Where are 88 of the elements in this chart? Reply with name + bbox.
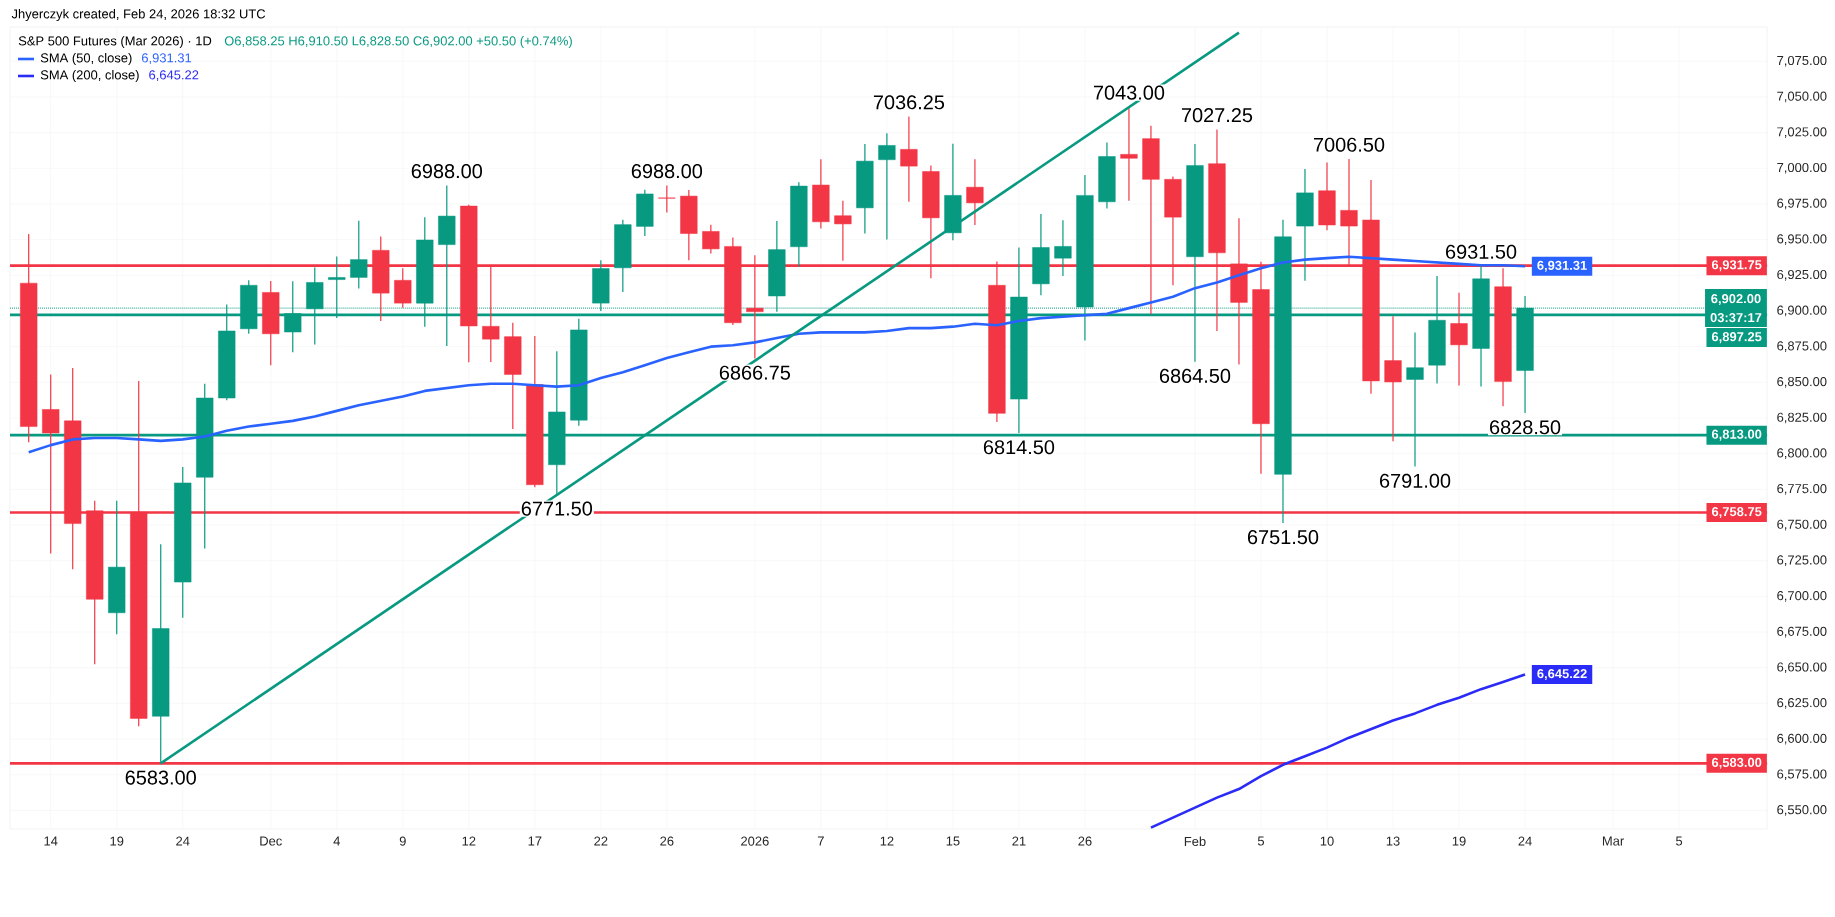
- x-tick-label: 5: [1675, 836, 1683, 846]
- annotation: 6771.50: [521, 501, 593, 516]
- candlestick: [834, 200, 852, 262]
- x-tick-label: 24: [176, 836, 190, 846]
- x-tick-label: Feb: [1184, 836, 1206, 847]
- annotation: 6864.50: [1159, 368, 1231, 383]
- candlestick: [658, 184, 676, 214]
- ref-line-label: 6,931.75: [1711, 260, 1762, 272]
- x-tick-label: Dec: [260, 836, 282, 846]
- x-tick-label: 7: [817, 836, 824, 846]
- y-tick-label: 6,775.00: [1777, 484, 1827, 495]
- x-tick-label: Mar: [1602, 836, 1624, 846]
- annotation: 6866.75: [719, 365, 791, 380]
- candlestick: [350, 220, 368, 290]
- annotation: 7043.00: [1093, 85, 1165, 100]
- y-tick-label: 6,650.00: [1777, 662, 1827, 674]
- x-tick-label: 19: [110, 836, 124, 846]
- annotation: 6751.50: [1247, 530, 1319, 545]
- x-tick-label: 2026: [741, 836, 769, 846]
- annotation: 6583.00: [125, 770, 196, 785]
- x-tick-label: 12: [880, 836, 894, 846]
- text: 6,645.22: [149, 70, 199, 81]
- annotation: 7027.25: [1181, 108, 1253, 123]
- annotation: 6988.00: [631, 164, 703, 179]
- y-tick-label: 6,950.00: [1777, 234, 1827, 245]
- text: Jhyerczyk created, Feb 24, 2026 18:32 UTC: [11, 8, 266, 22]
- ref-line-label: 6,897.25: [1711, 332, 1762, 344]
- legend-label: SMA (200, close): [40, 69, 139, 83]
- candlestick: [966, 158, 984, 226]
- annotation: 6828.50: [1490, 420, 1561, 435]
- text: S&P 500 Futures (Mar 2026) · 1D: [18, 35, 212, 49]
- y-tick-label: 6,625.00: [1777, 698, 1827, 709]
- annotation: 6791.00: [1380, 473, 1451, 488]
- annotation: 6814.50: [983, 440, 1055, 455]
- x-tick-label: 24: [1518, 836, 1532, 846]
- annotation: 7006.50: [1314, 137, 1385, 152]
- y-tick-label: 6,725.00: [1777, 555, 1827, 567]
- y-tick-label: 6,700.00: [1777, 591, 1827, 602]
- y-tick-label: 7,000.00: [1777, 162, 1827, 174]
- y-tick-label: 7,075.00: [1777, 55, 1827, 67]
- y-tick-label: 7,025.00: [1777, 127, 1827, 138]
- y-tick-label: 6,975.00: [1777, 198, 1827, 210]
- y-tick-label: 6,600.00: [1777, 733, 1827, 745]
- x-tick-label: 22: [594, 836, 608, 846]
- annotation: 6931.50: [1446, 244, 1517, 259]
- y-tick-label: 6,875.00: [1777, 341, 1827, 352]
- data-label: 6,645.22: [1537, 669, 1587, 681]
- text: 6,931.31: [141, 53, 192, 64]
- candlestick: [1384, 315, 1402, 442]
- x-tick-label: 12: [462, 836, 476, 846]
- candlestick: [878, 132, 896, 241]
- y-tick-label: 6,800.00: [1777, 448, 1827, 460]
- x-tick-label: 5: [1257, 836, 1265, 846]
- y-tick-label: 6,550.00: [1777, 805, 1827, 816]
- text: 03:37:17: [1710, 312, 1762, 323]
- x-tick-label: 19: [1452, 836, 1466, 846]
- ref-line-label: 6,813.00: [1711, 429, 1762, 441]
- y-tick-label: 6,925.00: [1777, 269, 1827, 281]
- y-tick-label: 6,750.00: [1777, 519, 1827, 531]
- y-tick-label: 7,050.00: [1777, 91, 1827, 103]
- x-tick-label: 10: [1320, 836, 1334, 846]
- x-tick-label: 4: [333, 836, 340, 846]
- data-label: 6,931.31: [1537, 260, 1587, 272]
- candlestick: [1054, 219, 1072, 277]
- candlestick: [1450, 292, 1468, 387]
- annotation: 6988.00: [411, 164, 483, 179]
- annotation: 7036.25: [873, 95, 945, 110]
- x-tick-label: 21: [1012, 836, 1026, 846]
- x-tick-label: 9: [399, 836, 406, 846]
- legend-label: SMA (50, close): [40, 52, 132, 66]
- x-tick-label: 26: [1078, 836, 1092, 846]
- x-tick-label: 13: [1386, 836, 1400, 846]
- y-tick-label: 6,900.00: [1777, 305, 1827, 317]
- candlestick: [702, 224, 720, 255]
- candlestick: [1120, 106, 1138, 202]
- y-tick-label: 6,825.00: [1777, 412, 1827, 424]
- candlestick: [900, 115, 918, 203]
- y-tick-label: 6,575.00: [1777, 769, 1827, 781]
- y-tick-label: 6,850.00: [1777, 376, 1827, 388]
- text: O6,858.25 H6,910.50 L6,828.50 C6,902.00 +50.50 (+0.74%): [224, 35, 572, 49]
- ref-line-label: 6,758.75: [1711, 507, 1762, 519]
- ref-line-label: 6,902.00: [1711, 294, 1761, 306]
- x-tick-label: 26: [660, 836, 674, 846]
- x-tick-label: 14: [44, 836, 58, 846]
- y-tick-label: 6,675.00: [1777, 626, 1827, 638]
- ref-line-label: 6,583.00: [1711, 757, 1762, 769]
- x-tick-label: 17: [528, 836, 542, 846]
- x-tick-label: 15: [946, 836, 960, 846]
